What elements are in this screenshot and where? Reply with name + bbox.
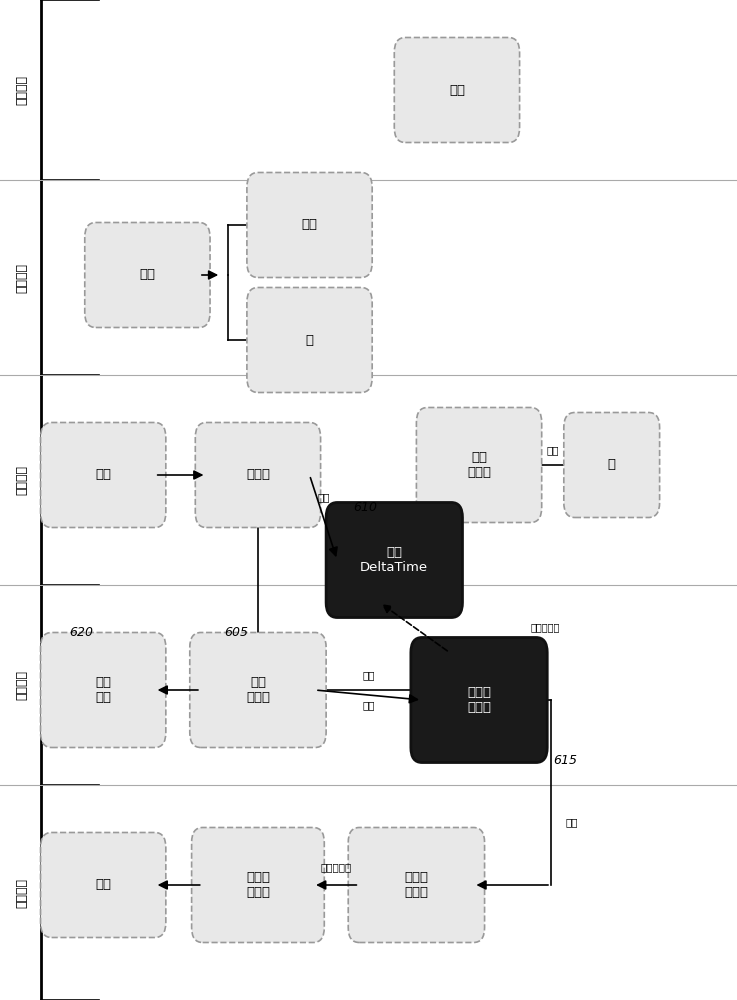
Text: 610: 610	[353, 501, 377, 514]
FancyBboxPatch shape	[85, 223, 210, 328]
Text: 过程: 过程	[449, 84, 465, 97]
FancyBboxPatch shape	[326, 502, 463, 617]
Text: 门: 门	[306, 334, 313, 347]
Text: 值: 值	[608, 458, 615, 472]
Text: 过程模型: 过程模型	[15, 75, 29, 105]
FancyBboxPatch shape	[247, 172, 372, 277]
FancyBboxPatch shape	[192, 827, 324, 942]
FancyBboxPatch shape	[41, 633, 166, 748]
Text: 具有: 具有	[363, 670, 374, 680]
FancyBboxPatch shape	[411, 638, 547, 762]
FancyBboxPatch shape	[564, 412, 660, 518]
Text: 位置
控制器: 位置 控制器	[246, 676, 270, 704]
FancyBboxPatch shape	[41, 422, 166, 527]
Text: 由以下导致: 由以下导致	[321, 862, 352, 872]
Text: 振荡回
路计数: 振荡回 路计数	[467, 686, 491, 714]
Text: 传达器: 传达器	[246, 468, 270, 482]
Text: 位置错
误事件: 位置错 误事件	[405, 871, 428, 899]
Text: 控制模型: 控制模型	[15, 670, 29, 700]
Text: 资产: 资产	[95, 468, 111, 482]
FancyBboxPatch shape	[195, 422, 321, 527]
Text: 具有: 具有	[547, 445, 559, 455]
Text: 产生: 产生	[566, 818, 578, 828]
Text: 位置
DeltaTime: 位置 DeltaTime	[360, 546, 428, 574]
Text: 产品模型: 产品模型	[15, 263, 29, 293]
Text: 位置
传感器: 位置 传感器	[467, 451, 491, 479]
FancyBboxPatch shape	[41, 832, 166, 938]
Text: 产品: 产品	[139, 268, 156, 282]
Text: 事件模型: 事件模型	[15, 878, 29, 908]
Text: 质量错
误事件: 质量错 误事件	[246, 871, 270, 899]
FancyBboxPatch shape	[416, 408, 542, 522]
Text: 具有: 具有	[363, 700, 374, 710]
Text: 615: 615	[553, 754, 578, 766]
Text: 控制
程序: 控制 程序	[95, 676, 111, 704]
Text: 主体: 主体	[301, 219, 318, 232]
FancyBboxPatch shape	[394, 37, 520, 142]
FancyBboxPatch shape	[189, 633, 326, 748]
Text: 605: 605	[224, 626, 248, 639]
Text: 事件: 事件	[95, 879, 111, 892]
Text: 由以下验证: 由以下验证	[531, 622, 560, 633]
FancyBboxPatch shape	[348, 827, 485, 942]
Text: 具有: 具有	[317, 492, 329, 502]
Text: 620: 620	[69, 626, 93, 639]
FancyBboxPatch shape	[247, 288, 372, 392]
Text: 资产模型: 资产模型	[15, 465, 29, 495]
